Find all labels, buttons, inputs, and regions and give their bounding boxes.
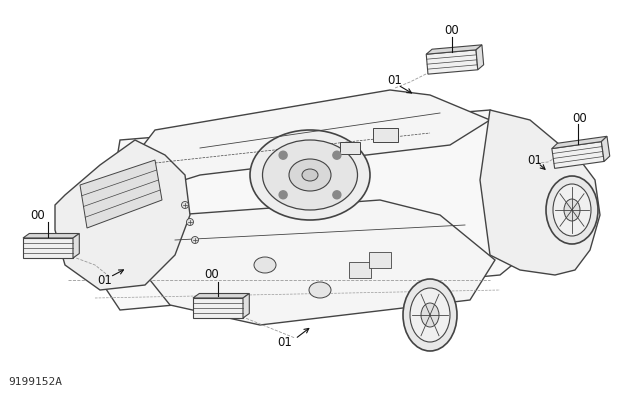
Circle shape — [192, 236, 198, 243]
FancyBboxPatch shape — [369, 252, 391, 268]
Polygon shape — [130, 200, 495, 325]
Ellipse shape — [546, 176, 598, 244]
Polygon shape — [95, 110, 560, 310]
Polygon shape — [601, 136, 609, 162]
Polygon shape — [193, 298, 243, 318]
Circle shape — [279, 191, 287, 199]
FancyBboxPatch shape — [349, 262, 371, 278]
Text: 00: 00 — [445, 24, 459, 37]
Ellipse shape — [309, 282, 331, 298]
Polygon shape — [426, 50, 478, 74]
Text: 01: 01 — [528, 154, 542, 167]
Circle shape — [279, 151, 287, 159]
Polygon shape — [243, 294, 249, 318]
Ellipse shape — [254, 257, 276, 273]
Text: 00: 00 — [30, 208, 45, 221]
Ellipse shape — [410, 288, 450, 342]
Circle shape — [182, 201, 188, 208]
Polygon shape — [23, 238, 73, 258]
Polygon shape — [73, 234, 79, 258]
Circle shape — [333, 151, 341, 159]
Ellipse shape — [289, 159, 331, 191]
Polygon shape — [23, 234, 79, 238]
Polygon shape — [80, 160, 162, 228]
Polygon shape — [426, 45, 482, 54]
Bar — [373, 128, 397, 142]
Text: 01: 01 — [278, 336, 293, 349]
Polygon shape — [552, 141, 604, 168]
Polygon shape — [55, 140, 190, 290]
Polygon shape — [476, 45, 484, 70]
Text: 00: 00 — [573, 112, 587, 125]
Polygon shape — [105, 90, 490, 200]
Polygon shape — [193, 294, 249, 298]
Ellipse shape — [262, 140, 358, 210]
Ellipse shape — [302, 169, 318, 181]
Bar — [340, 142, 360, 154]
Polygon shape — [552, 136, 607, 149]
Ellipse shape — [403, 279, 457, 351]
Ellipse shape — [553, 184, 591, 236]
Ellipse shape — [250, 130, 370, 220]
Circle shape — [333, 191, 341, 199]
Text: 01: 01 — [388, 74, 402, 87]
Polygon shape — [480, 110, 600, 275]
Text: 9199152A: 9199152A — [8, 377, 62, 387]
Circle shape — [187, 219, 193, 225]
Text: 01: 01 — [97, 273, 112, 286]
Ellipse shape — [421, 303, 439, 327]
Ellipse shape — [564, 199, 580, 221]
Text: 00: 00 — [205, 268, 219, 281]
